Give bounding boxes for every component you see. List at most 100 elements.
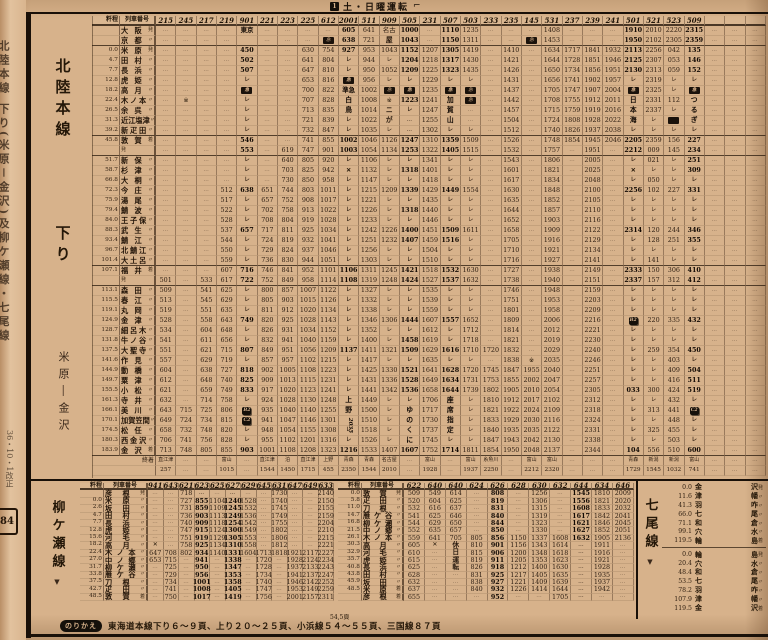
time-cell: 1715 [542, 106, 563, 116]
time-cell: 1958 [542, 306, 563, 316]
km-cell: 131.8 [92, 336, 120, 346]
km-cell [92, 26, 120, 36]
time-cell: レ [338, 256, 360, 266]
time-cell: 1644 [542, 56, 563, 66]
time-cell: … [704, 276, 726, 286]
station-name: 大阪発 [120, 26, 156, 36]
time-cell: 920 [318, 156, 339, 166]
time-cell: … [148, 593, 164, 602]
time-cell: … [725, 216, 746, 226]
time-cell: 722 [237, 276, 258, 286]
time-cell: … [550, 527, 572, 535]
time-cell: 629 [424, 520, 446, 528]
station-name: 田村〃 [120, 56, 156, 66]
time-cell: 2307 [643, 56, 665, 66]
time-cell: 410 [684, 266, 705, 276]
time-cell: 1232 [379, 236, 400, 246]
time-cell: 1020 [277, 386, 299, 396]
time-cell: 1400 [529, 564, 551, 572]
time-cell: 1532 [240, 504, 257, 513]
time-cell: レ [664, 86, 685, 96]
time-cell: 1429 [420, 186, 441, 196]
time-cell: 急 [623, 86, 644, 96]
time-cell: 1740 [271, 496, 288, 506]
time-cell: … [156, 76, 177, 86]
km-cell: 0.0 [92, 46, 120, 56]
time-cell: 1854 [562, 136, 583, 146]
time-cell: … [521, 306, 543, 316]
km-cell: 115.5 [92, 296, 120, 306]
time-cell: レ [460, 296, 482, 306]
time-cell: 2204 [317, 518, 334, 528]
station-name: 大土呂〃 [120, 256, 156, 266]
time-cell: 903 [237, 446, 258, 456]
time-cell: 1806 [271, 533, 288, 543]
time-cell: レ [684, 246, 705, 256]
time-cell: 1946 [286, 578, 303, 587]
title-corner-mark: ⌐ [413, 1, 421, 11]
km-cell: 96.7 [92, 246, 120, 256]
time-cell: レ [338, 366, 360, 376]
time-cell: … [196, 206, 217, 216]
time-cell: 東京 [237, 26, 258, 36]
time-cell: 1946 [603, 56, 624, 66]
station-name: 和倉 [695, 567, 758, 577]
time-cell: 1028 [298, 316, 319, 326]
time-cell: … [216, 26, 238, 36]
time-cell: 1209 [379, 186, 400, 196]
time-cell: 1802 [271, 526, 288, 535]
time-cell: … [562, 386, 583, 396]
train-number: 644 [571, 482, 593, 491]
time-cell: 海 [623, 116, 644, 126]
time-cell: 724 [176, 416, 197, 426]
time-cell: … [481, 316, 502, 326]
time-cell: … [196, 226, 217, 236]
time-cell: 512 [216, 186, 238, 196]
time-cell: レ [237, 296, 258, 306]
time-cell: レ [623, 236, 644, 246]
time-cell: 1110 [440, 26, 461, 36]
time-cell: レ [379, 166, 400, 176]
time-cell: 2331 [643, 96, 665, 106]
time-cell: 急 [521, 36, 543, 46]
km-cell [338, 593, 362, 602]
time-cell: … [210, 571, 226, 580]
time-cell: 1204 [399, 56, 421, 66]
time-cell: レ [399, 286, 421, 296]
time-cell: … [176, 196, 197, 206]
time-cell: … [704, 66, 726, 76]
time-cell: … [481, 56, 502, 66]
time-cell: 746 [257, 266, 278, 276]
time-cell: レ [338, 286, 360, 296]
time-cell: 638 [237, 186, 258, 196]
time-cell: … [257, 106, 278, 116]
time-cell: … [216, 136, 238, 146]
time-cell: … [745, 396, 766, 406]
station-name: 穴水 [695, 558, 758, 568]
time-cell: 1435 [460, 66, 482, 76]
time-cell: レ [643, 336, 665, 346]
terminus-station: 直江津 [156, 456, 177, 466]
time-cell: 1928 [286, 555, 303, 565]
time-cell: 2203 [582, 296, 604, 306]
km-cell: 39.2 [92, 126, 120, 136]
time-cell: … [562, 336, 583, 346]
time-cell: レ [460, 396, 482, 406]
time-cell: … [745, 326, 766, 336]
time-cell: 1500 [359, 406, 380, 416]
time-cell: レ [338, 316, 360, 326]
time-cell: 657 [257, 196, 278, 206]
time-cell: 1821 [592, 497, 613, 506]
station-name: 木ノ本〃 [120, 96, 156, 106]
time-cell: … [725, 376, 746, 386]
time-cell: … [257, 136, 278, 146]
time-cell: 658 [156, 426, 177, 436]
time-cell: … [603, 396, 624, 406]
km-cell: 40.8 [338, 564, 362, 572]
time-cell: 1912 [582, 96, 604, 106]
time-cell: 1745 [271, 504, 288, 513]
time-cell: 2159 [582, 286, 604, 296]
time-cell: … [725, 436, 746, 446]
time-cell: … [481, 186, 502, 196]
time-cell: 1108 [277, 446, 299, 456]
